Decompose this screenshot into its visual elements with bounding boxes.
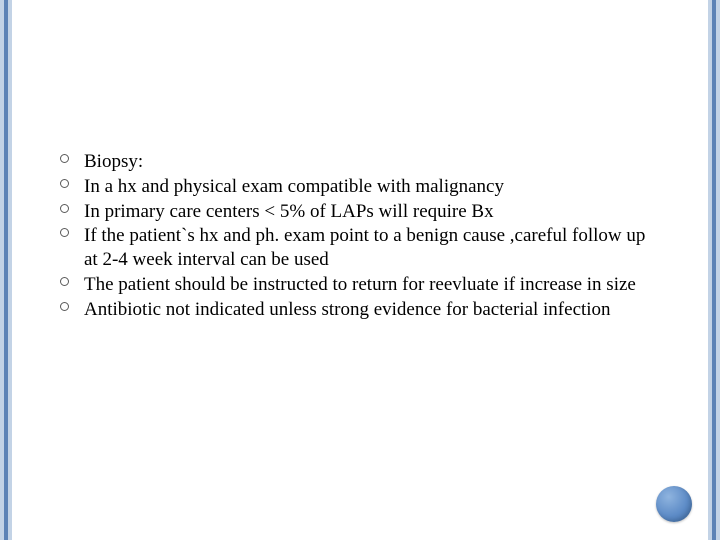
stripe — [8, 0, 12, 540]
bullet-list: Biopsy: In a hx and physical exam compat… — [60, 150, 660, 321]
list-item-text: If the patient`s hx and ph. exam point t… — [84, 225, 645, 270]
right-border — [708, 0, 720, 540]
list-item-text: In a hx and physical exam compatible wit… — [84, 176, 504, 197]
list-item: If the patient`s hx and ph. exam point t… — [60, 224, 660, 272]
list-item-text: In primary care centers < 5% of LAPs wil… — [84, 201, 494, 222]
list-item: Antibiotic not indicated unless strong e… — [60, 298, 660, 322]
stripe — [716, 0, 720, 540]
bullet-open-circle-icon — [60, 302, 69, 311]
list-item-text: Biopsy: — [84, 151, 143, 172]
bullet-open-circle-icon — [60, 204, 69, 213]
list-item: Biopsy: — [60, 150, 660, 174]
stripe — [712, 0, 716, 540]
list-item: The patient should be instructed to retu… — [60, 273, 660, 297]
list-item-text: Antibiotic not indicated unless strong e… — [84, 299, 611, 320]
content-area: Biopsy: In a hx and physical exam compat… — [60, 150, 660, 322]
list-item-text: The patient should be instructed to retu… — [84, 274, 636, 295]
bullet-open-circle-icon — [60, 277, 69, 286]
slide: Biopsy: In a hx and physical exam compat… — [0, 0, 720, 540]
list-item: In a hx and physical exam compatible wit… — [60, 175, 660, 199]
bullet-open-circle-icon — [60, 154, 69, 163]
left-border — [0, 0, 12, 540]
list-item: In primary care centers < 5% of LAPs wil… — [60, 200, 660, 224]
bullet-open-circle-icon — [60, 228, 69, 237]
stripe — [708, 0, 712, 540]
bullet-open-circle-icon — [60, 179, 69, 188]
corner-sphere-icon — [656, 486, 692, 522]
